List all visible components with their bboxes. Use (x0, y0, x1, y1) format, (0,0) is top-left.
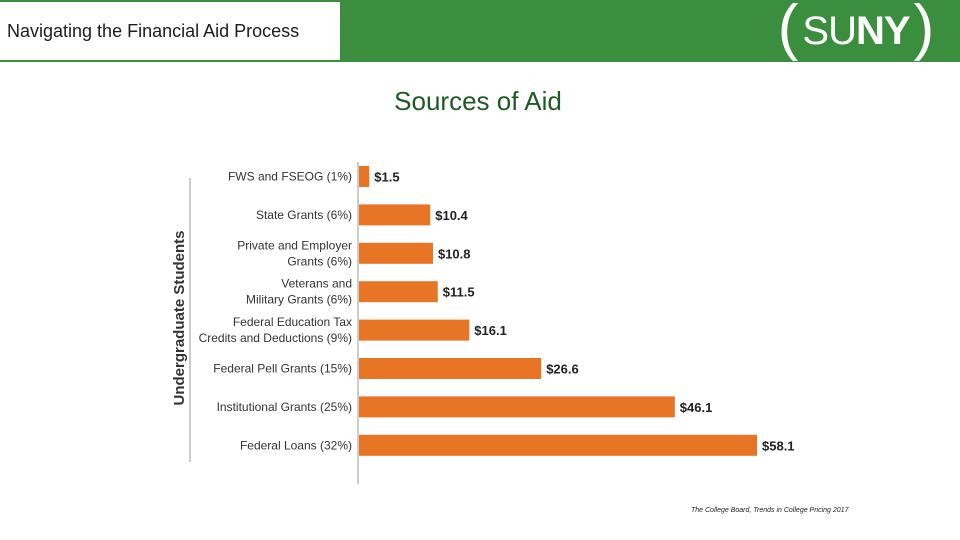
category-label: Federal Loans (32%) (240, 438, 352, 452)
category-label: Military Grants (6%) (246, 293, 352, 307)
y-axis-title: Undergraduate Students (171, 230, 188, 405)
data-label: $1.5 (374, 170, 399, 185)
bar (359, 319, 470, 341)
data-label: $11.5 (443, 285, 475, 300)
data-label: $26.6 (546, 362, 579, 377)
data-label: $10.8 (438, 246, 471, 261)
suny-logo: ( SUNY ) (777, 0, 935, 62)
category-label: Federal Education Tax (233, 315, 352, 329)
data-label: $10.4 (435, 208, 468, 223)
presentation-title: Navigating the Financial Aid Process (7, 20, 300, 41)
category-label: State Grants (6%) (256, 208, 352, 222)
category-label: Credits and Deductions (9%) (199, 331, 352, 345)
bar (359, 242, 433, 264)
category-label: FWS and FSEOG (1%) (228, 170, 352, 184)
category-label: Veterans and (281, 277, 352, 291)
header-bar: Navigating the Financial Aid Process ( S… (0, 0, 960, 62)
bar (359, 434, 757, 456)
presentation-title-box: Navigating the Financial Aid Process (0, 2, 340, 60)
data-label: $46.1 (680, 400, 713, 415)
data-label: $58.1 (762, 438, 795, 453)
category-label: Federal Pell Grants (15%) (213, 362, 352, 376)
bar (359, 281, 438, 303)
bar (359, 204, 431, 226)
source-citation: The College Board, Trends in College Pri… (691, 507, 849, 514)
category-label: Private and Employer (237, 238, 352, 252)
bar (359, 396, 675, 418)
bar (359, 166, 370, 187)
slide-title: Sources of Aid (394, 86, 562, 116)
bar (359, 358, 542, 379)
category-label: Grants (6%) (287, 254, 352, 268)
category-label: Institutional Grants (25%) (217, 400, 352, 414)
data-label: $16.1 (474, 323, 507, 338)
